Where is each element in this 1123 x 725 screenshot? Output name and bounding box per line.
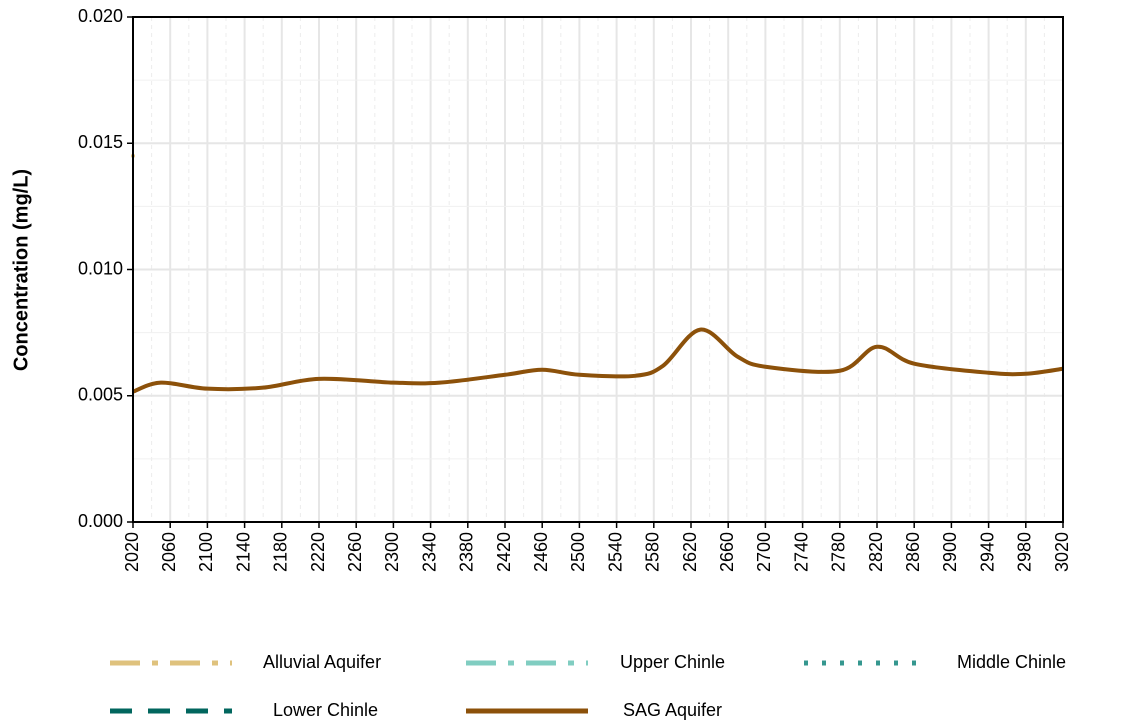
legend-label: SAG Aquifer: [623, 700, 722, 720]
line: [132, 327, 1064, 394]
legend-label: Lower Chinle: [273, 700, 378, 720]
x-tick-label: 2420: [494, 532, 514, 572]
y-tick-label: 0.000: [78, 511, 123, 531]
legend-label: Upper Chinle: [620, 652, 725, 672]
x-tick-label: 2180: [271, 532, 291, 572]
x-tick-label: 2820: [866, 532, 886, 572]
x-tick-label: 2220: [308, 532, 328, 572]
x-tick-label: 2260: [345, 532, 365, 572]
y-axis-label: Concentration (mg/L): [10, 169, 32, 371]
x-tick-label: 2500: [568, 532, 588, 572]
x-tick-label: 2740: [791, 532, 811, 572]
x-tick-label: 3020: [1052, 532, 1072, 572]
x-tick-label: 2900: [940, 532, 960, 572]
x-tick-label: 2380: [457, 532, 477, 572]
x-tick-label: 2460: [531, 532, 551, 572]
legend-label: Middle Chinle: [957, 652, 1066, 672]
x-tick-label: 2300: [382, 532, 402, 572]
x-tick-label: 2860: [903, 532, 923, 572]
x-tick-label: 2340: [419, 532, 439, 572]
x-tick-label: 2660: [717, 532, 737, 572]
plot-frame: [132, 16, 1064, 523]
legend-label: Alluvial Aquifer: [263, 652, 381, 672]
x-tick-label: 2140: [233, 532, 253, 572]
x-tick-label: 2620: [680, 532, 700, 572]
x-tick-label: 2980: [1015, 532, 1035, 572]
x-tick-label: 2540: [605, 532, 625, 572]
y-tick-label: 0.005: [78, 385, 123, 405]
y-tick-label: 0.010: [78, 258, 123, 278]
x-tick-label: 2700: [754, 532, 774, 572]
x-tick-label: 2020: [122, 532, 142, 572]
x-tick-label: 2940: [977, 532, 997, 572]
x-tick-label: 2060: [159, 532, 179, 572]
y-tick-label: 0.015: [78, 132, 123, 152]
y-tick-label: 0.020: [78, 6, 123, 26]
x-tick-label: 2780: [829, 532, 849, 572]
x-tick-label: 2100: [196, 532, 216, 572]
x-tick-label: 2580: [643, 532, 663, 572]
